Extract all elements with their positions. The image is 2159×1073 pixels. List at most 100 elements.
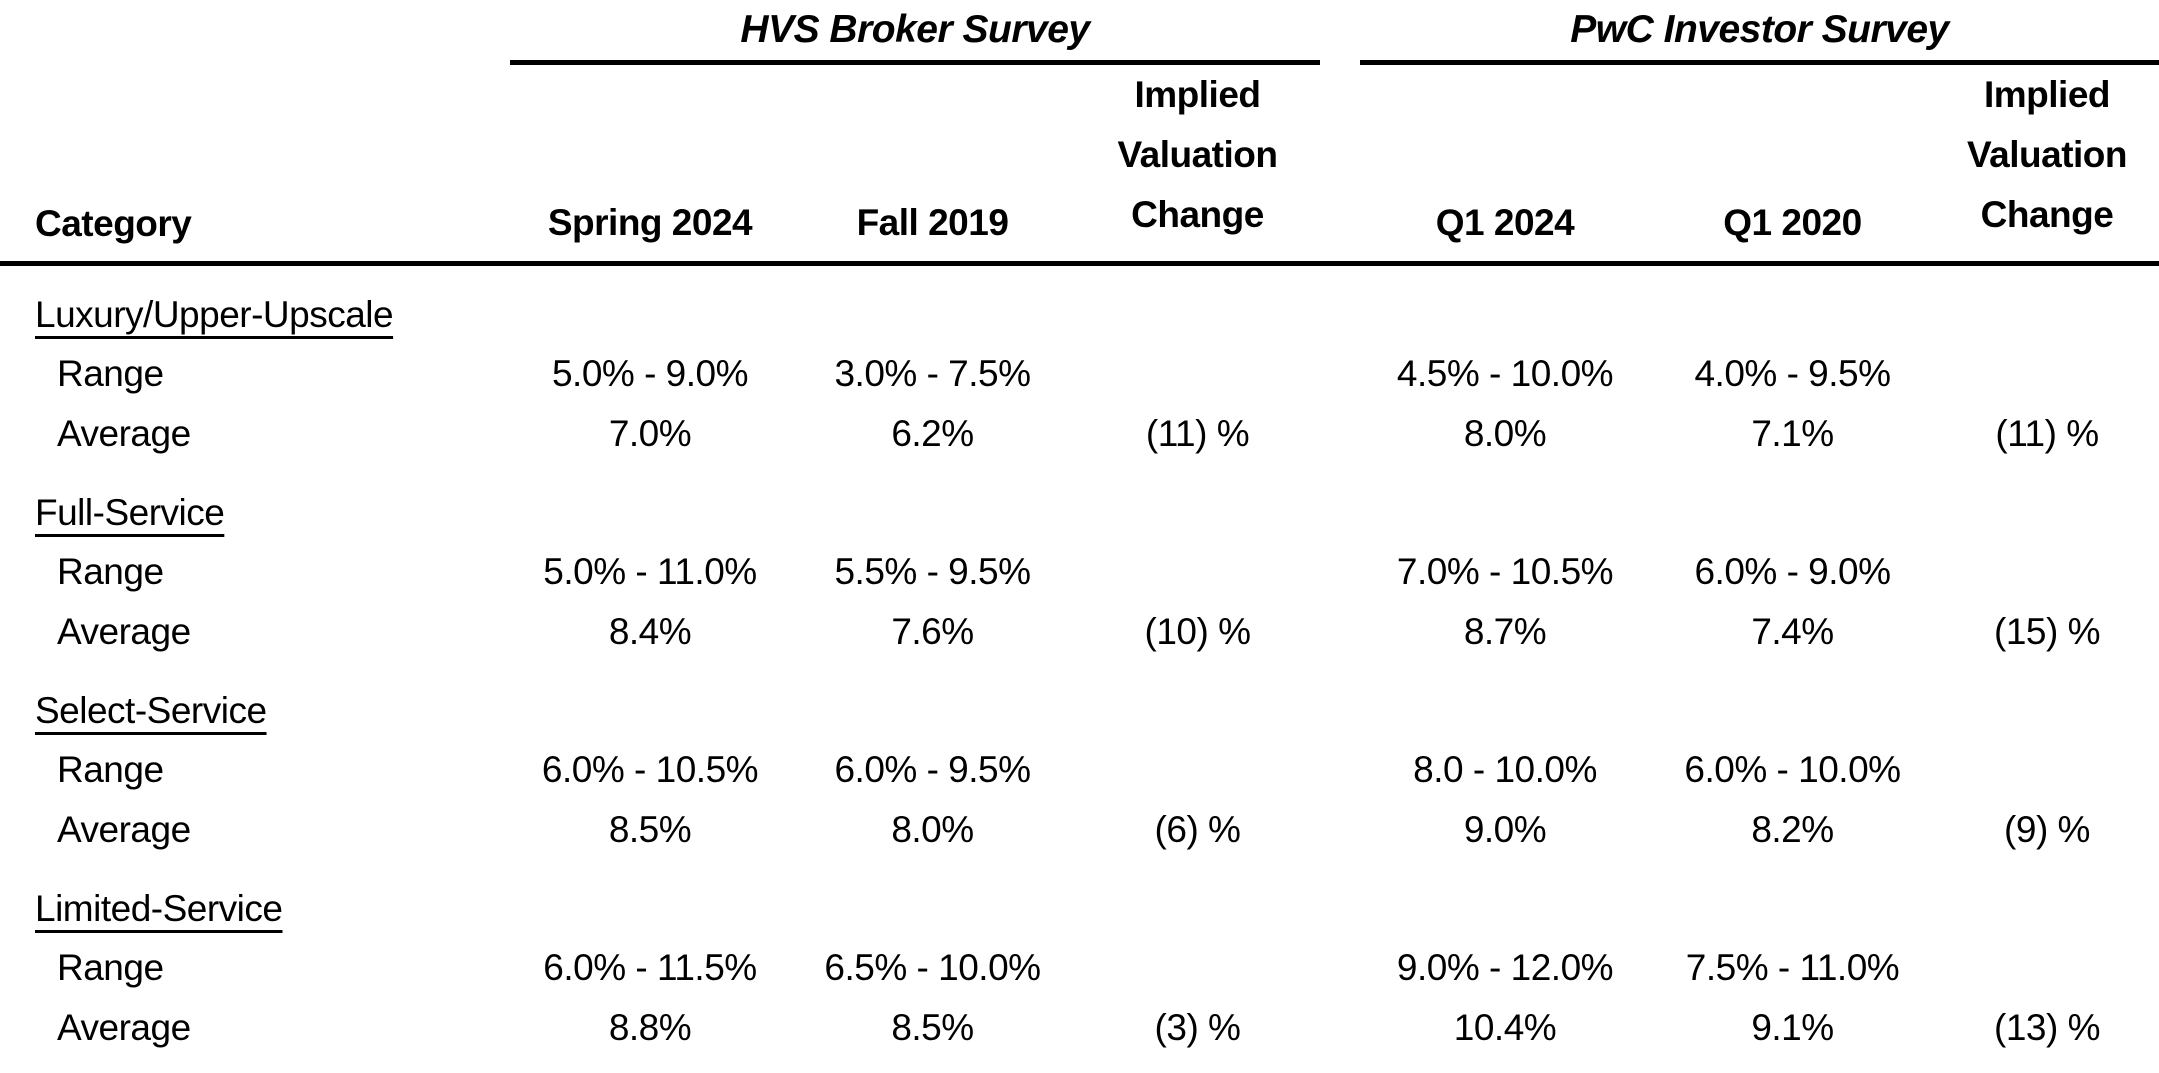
group-gap-cell — [1320, 0, 1360, 63]
select-service-range-q1-2020: 6.0% - 10.0% — [1684, 749, 1901, 790]
spring-2024-column-header: Spring 2024 — [510, 62, 790, 266]
full-service-average-q1-2024: 8.7% — [1463, 611, 1547, 652]
full-service-average-fall-2019: 7.6% — [891, 611, 974, 652]
average-row-label: Average — [57, 809, 191, 850]
empty-cell — [1075, 740, 1320, 800]
group-name-row: Limited-Service — [0, 860, 2159, 938]
average-row-label: Average — [57, 611, 191, 652]
select-service-range-row: Range 6.0% - 10.5% 6.0% - 9.5% 8.0 - 10.… — [0, 740, 2159, 800]
full-service-hvs-implied-change: (10) % — [1144, 611, 1251, 652]
group-gap-cell — [1320, 998, 1360, 1058]
limited-service-average-q1-2024: 10.4% — [1453, 1007, 1557, 1048]
limited-service-range-row: Range 6.0% - 11.5% 6.5% - 10.0% 9.0% - 1… — [0, 938, 2159, 998]
empty-cell — [1935, 938, 2159, 998]
survey-group-header-row: HVS Broker Survey PwC Investor Survey — [0, 0, 2159, 65]
change-line: Change — [1131, 194, 1264, 235]
group-name-luxury-upper-upscale: Luxury/Upper-Upscale — [35, 294, 394, 335]
fall-2019-column-header: Fall 2019 — [790, 62, 1075, 266]
range-row-label: Range — [57, 353, 164, 394]
luxury-average-fall-2019: 6.2% — [891, 413, 974, 454]
full-service-average-q1-2020: 7.4% — [1751, 611, 1834, 652]
select-service-average-spring-2024: 8.5% — [608, 809, 692, 850]
select-service-range-q1-2024: 8.0 - 10.0% — [1413, 749, 1597, 790]
group-gap-cell — [1320, 740, 1360, 800]
valuation-line: Valuation — [1117, 134, 1278, 175]
q1-2024-column-header: Q1 2024 — [1360, 62, 1650, 266]
limited-service-range-fall-2019: 6.5% - 10.0% — [824, 947, 1041, 988]
luxury-range-spring-2024: 5.0% - 9.0% — [551, 353, 749, 394]
hvs-broker-survey-group-header: HVS Broker Survey — [510, 0, 1320, 65]
luxury-average-q1-2020: 7.1% — [1751, 413, 1834, 454]
group-name-row: Select-Service — [0, 662, 2159, 740]
select-service-hvs-implied-change: (6) % — [1154, 809, 1241, 850]
empty-cell — [1935, 344, 2159, 404]
full-service-pwc-implied-change: (15) % — [1994, 611, 2100, 652]
group-gap-cell — [1320, 542, 1360, 602]
group-gap-cell — [1320, 938, 1360, 998]
group-name-cell-limited-service: Limited-Service — [0, 860, 2159, 938]
limited-service-average-row: Average 8.8% 8.5% (3) % 10.4% 9.1% (13) … — [0, 998, 2159, 1058]
limited-service-range-q1-2020: 7.5% - 11.0% — [1685, 947, 1900, 988]
hvs-implied-valuation-change-header: Implied Valuation Change — [1075, 62, 1320, 266]
group-name-full-service: Full-Service — [35, 492, 225, 533]
luxury-hvs-implied-change: (11) % — [1145, 413, 1250, 454]
empty-cell — [1075, 938, 1320, 998]
pwc-implied-valuation-change-header: Implied Valuation Change — [1935, 62, 2159, 266]
luxury-range-q1-2020: 4.0% - 9.5% — [1694, 353, 1891, 394]
group-name-cell-select-service: Select-Service — [0, 662, 2159, 740]
empty-cell — [1935, 542, 2159, 602]
group-name-row: Full-Service — [0, 464, 2159, 542]
full-service-range-spring-2024: 5.0% - 11.0% — [543, 551, 757, 592]
select-service-average-row: Average 8.5% 8.0% (6) % 9.0% 8.2% (9) % — [0, 800, 2159, 860]
blank-cell — [0, 0, 510, 63]
group-name-cell-luxury: Luxury/Upper-Upscale — [0, 264, 2159, 345]
group-name-select-service: Select-Service — [35, 690, 267, 731]
luxury-pwc-implied-change: (11) % — [1995, 413, 2099, 454]
implied-line: Implied — [1983, 74, 2111, 115]
group-name-limited-service: Limited-Service — [35, 888, 283, 929]
limited-service-average-q1-2020: 9.1% — [1751, 1007, 1834, 1048]
select-service-average-fall-2019: 8.0% — [891, 809, 974, 850]
group-gap-cell — [1320, 344, 1360, 404]
select-service-pwc-implied-change: (9) % — [2004, 809, 2090, 850]
luxury-range-fall-2019: 3.0% - 7.5% — [834, 353, 1031, 394]
limited-service-average-fall-2019: 8.5% — [891, 1007, 974, 1048]
luxury-average-spring-2024: 7.0% — [608, 413, 692, 454]
implied-line: Implied — [1134, 74, 1261, 115]
group-gap-cell — [1320, 62, 1360, 266]
q1-2020-column-header: Q1 2020 — [1650, 62, 1935, 266]
valuation-line: Valuation — [1967, 134, 2127, 175]
limited-service-range-q1-2024: 9.0% - 12.0% — [1396, 947, 1614, 988]
full-service-range-q1-2020: 6.0% - 9.0% — [1694, 551, 1891, 592]
range-row-label: Range — [57, 749, 164, 790]
empty-cell — [1075, 542, 1320, 602]
full-service-range-fall-2019: 5.5% - 9.5% — [834, 551, 1031, 592]
average-row-label: Average — [57, 1007, 191, 1048]
empty-cell — [1935, 740, 2159, 800]
select-service-average-q1-2024: 9.0% — [1463, 809, 1547, 850]
luxury-range-row: Range 5.0% - 9.0% 3.0% - 7.5% 4.5% - 10.… — [0, 344, 2159, 404]
luxury-average-row: Average 7.0% 6.2% (11) % 8.0% 7.1% (11) … — [0, 404, 2159, 464]
select-service-range-fall-2019: 6.0% - 9.5% — [834, 749, 1031, 790]
limited-service-average-spring-2024: 8.8% — [608, 1007, 692, 1048]
pwc-investor-survey-group-header: PwC Investor Survey — [1360, 0, 2159, 65]
luxury-average-q1-2024: 8.0% — [1463, 413, 1547, 454]
group-gap-cell — [1320, 602, 1360, 662]
full-service-range-row: Range 5.0% - 11.0% 5.5% - 9.5% 7.0% - 10… — [0, 542, 2159, 602]
luxury-range-q1-2024: 4.5% - 10.0% — [1396, 353, 1614, 394]
change-line: Change — [1980, 194, 2114, 235]
range-row-label: Range — [57, 947, 164, 988]
limited-service-range-spring-2024: 6.0% - 11.5% — [543, 947, 757, 988]
select-service-average-q1-2020: 8.2% — [1751, 809, 1834, 850]
category-column-header: Category — [0, 62, 510, 266]
limited-service-pwc-implied-change: (13) % — [1994, 1007, 2100, 1048]
limited-service-hvs-implied-change: (3) % — [1154, 1007, 1241, 1048]
range-row-label: Range — [57, 551, 164, 592]
full-service-average-row: Average 8.4% 7.6% (10) % 8.7% 7.4% (15) … — [0, 602, 2159, 662]
empty-cell — [1075, 344, 1320, 404]
group-gap-cell — [1320, 404, 1360, 464]
full-service-average-spring-2024: 8.4% — [608, 611, 692, 652]
average-row-label: Average — [57, 413, 191, 454]
select-service-range-spring-2024: 6.0% - 10.5% — [541, 749, 759, 790]
